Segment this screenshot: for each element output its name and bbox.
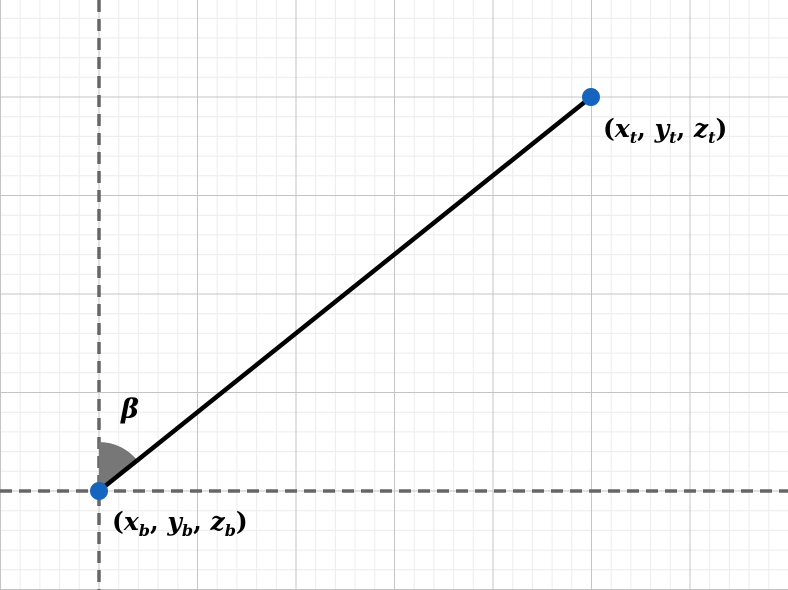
bottom-point-marker bbox=[90, 482, 108, 500]
angle-wedge bbox=[99, 442, 139, 491]
angle-label: β bbox=[120, 394, 139, 425]
line-segment bbox=[96, 94, 594, 494]
bottom-point-label: (xb, yb, zb) bbox=[112, 507, 248, 540]
top-point-marker bbox=[582, 88, 600, 106]
top-point-label: (xt, yt, zt) bbox=[603, 114, 727, 147]
